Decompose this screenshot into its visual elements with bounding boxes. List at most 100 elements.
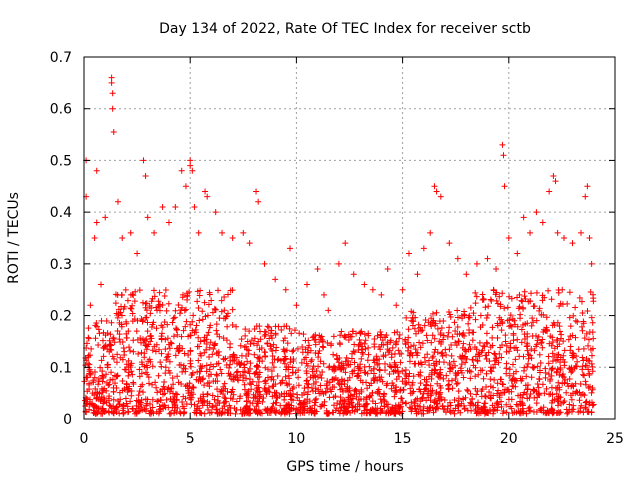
data-point [129, 406, 136, 413]
data-point [109, 105, 116, 112]
data-point [172, 352, 179, 359]
data-point [330, 351, 337, 358]
data-point [531, 387, 538, 394]
data-point [291, 327, 298, 334]
data-point [454, 380, 461, 387]
data-point [287, 359, 294, 366]
data-point [458, 400, 465, 407]
data-point [322, 388, 329, 395]
data-point [206, 324, 213, 331]
data-point [423, 382, 430, 389]
data-point [217, 366, 224, 373]
data-point [445, 382, 452, 389]
data-point [532, 343, 539, 350]
data-point [178, 333, 185, 340]
data-point [211, 396, 218, 403]
data-point [437, 330, 444, 337]
data-point [585, 342, 592, 349]
data-point [255, 378, 262, 385]
data-point [271, 408, 278, 415]
data-point [110, 355, 117, 362]
data-point [492, 361, 499, 368]
data-point [132, 410, 139, 417]
data-point [391, 329, 398, 336]
data-point [580, 345, 587, 352]
data-point [365, 344, 372, 351]
data-point [370, 366, 377, 373]
data-point [392, 361, 399, 368]
data-point [451, 397, 458, 404]
data-point [317, 403, 324, 410]
data-point [424, 337, 431, 344]
data-point [104, 364, 111, 371]
data-point [503, 401, 510, 408]
data-point [311, 372, 318, 379]
data-point [95, 396, 102, 403]
data-point [347, 392, 354, 399]
data-point [89, 400, 96, 407]
data-point [92, 385, 99, 392]
data-point [214, 331, 221, 338]
data-point [131, 298, 138, 305]
data-point [455, 398, 462, 405]
data-point [112, 380, 119, 387]
data-point [475, 399, 482, 406]
data-point [149, 347, 156, 354]
data-point [422, 317, 429, 324]
data-point [185, 352, 192, 359]
data-point [489, 324, 496, 331]
data-point [409, 389, 416, 396]
data-point [569, 382, 576, 389]
data-point [220, 355, 227, 362]
data-point [446, 361, 453, 368]
data-point [414, 395, 421, 402]
data-point [416, 339, 423, 346]
data-point [312, 373, 319, 380]
data-point [559, 372, 566, 379]
data-point [479, 386, 486, 393]
data-point [103, 318, 110, 325]
data-point [154, 389, 161, 396]
data-point [144, 214, 151, 221]
data-point [420, 245, 427, 252]
data-point [483, 383, 490, 390]
data-point [579, 363, 586, 370]
data-point [455, 338, 462, 345]
data-point [114, 291, 121, 298]
data-point [557, 365, 564, 372]
data-point [103, 408, 110, 415]
data-point [240, 368, 247, 375]
data-point [567, 343, 574, 350]
data-point [566, 289, 573, 296]
data-point [266, 389, 273, 396]
data-point [423, 378, 430, 385]
data-point [284, 340, 291, 347]
data-point [519, 394, 526, 401]
data-point [364, 400, 371, 407]
data-point [157, 359, 164, 366]
data-point [332, 407, 339, 414]
data-point [376, 366, 383, 373]
data-point [302, 337, 309, 344]
data-point [574, 318, 581, 325]
data-point [408, 399, 415, 406]
data-point [256, 323, 263, 330]
data-point [182, 383, 189, 390]
data-point [133, 402, 140, 409]
data-point [134, 250, 141, 257]
data-point [225, 291, 232, 298]
data-point [496, 293, 503, 300]
data-point [589, 368, 596, 375]
data-point [242, 326, 249, 333]
data-point [257, 336, 264, 343]
data-point [251, 351, 258, 358]
data-point [374, 332, 381, 339]
data-point [505, 396, 512, 403]
data-point [244, 338, 251, 345]
data-point [411, 325, 418, 332]
data-point [166, 358, 173, 365]
data-point [135, 392, 142, 399]
data-point [199, 316, 206, 323]
data-point [583, 330, 590, 337]
data-point [119, 377, 126, 384]
